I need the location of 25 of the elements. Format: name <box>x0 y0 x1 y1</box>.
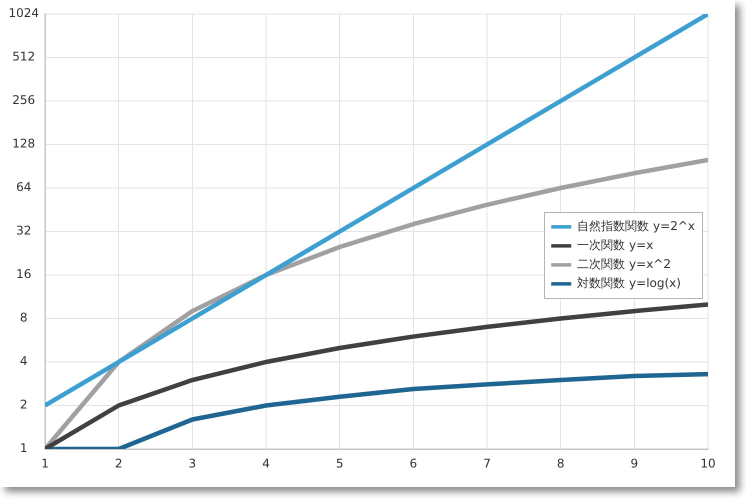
x-tick-label: 2 <box>114 456 122 470</box>
y-tick-label: 1 <box>20 441 28 456</box>
x-tick-label: 1 <box>41 456 49 470</box>
x-tick-label: 4 <box>262 456 270 470</box>
y-tick-label: 1024 <box>8 6 40 20</box>
x-tick-label: 8 <box>556 456 564 470</box>
legend-label: 自然指数関数 y=2^x <box>577 219 696 234</box>
x-tick-label: 6 <box>410 456 418 470</box>
y-tick-label: 32 <box>16 224 32 238</box>
legend-label: 一次関数 y=x <box>577 238 654 252</box>
y-tick-label: 64 <box>16 180 32 194</box>
x-tick-label: 7 <box>483 456 491 470</box>
y-tick-label: 2 <box>20 398 28 412</box>
y-tick-label: 16 <box>16 267 32 282</box>
x-tick-label: 10 <box>700 456 716 470</box>
x-tick-label: 9 <box>630 456 638 470</box>
y-tick-label: 256 <box>12 93 36 108</box>
legend-label: 二次関数 y=x^2 <box>577 257 672 272</box>
y-tick-label: 4 <box>20 354 28 368</box>
x-tick-label: 3 <box>188 456 196 470</box>
y-tick-label: 8 <box>20 310 28 325</box>
x-tick-label: 5 <box>336 456 344 470</box>
legend-label: 対数関数 y=log(x) <box>577 276 681 290</box>
y-tick-label: 512 <box>12 50 36 64</box>
y-tick-label: 128 <box>12 136 36 151</box>
